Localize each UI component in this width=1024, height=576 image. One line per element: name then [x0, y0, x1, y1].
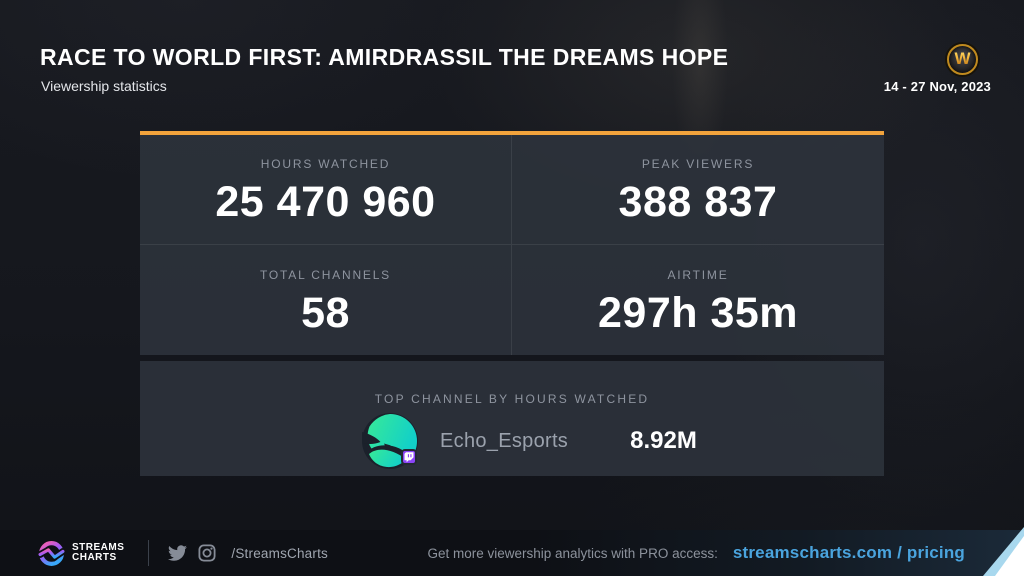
top-channel-row: Echo_Esports 8.92M	[362, 413, 697, 469]
twitch-icon	[401, 449, 417, 465]
streams-charts-logo-icon	[38, 540, 65, 566]
wow-game-icon: W	[947, 44, 978, 75]
stat-hours-watched: HOURS WATCHED 25 470 960	[140, 135, 512, 245]
stat-label: TOTAL CHANNELS	[259, 267, 391, 282]
stat-value: 388 837	[618, 178, 778, 226]
stat-airtime: AIRTIME 297h 35m	[512, 245, 884, 355]
instagram-icon[interactable]	[198, 544, 216, 562]
twitter-icon[interactable]	[168, 545, 188, 561]
stat-total-channels: TOTAL CHANNELS 58	[140, 245, 512, 355]
stats-panel: HOURS WATCHED 25 470 960 PEAK VIEWERS 38…	[140, 131, 884, 355]
stat-value: 297h 35m	[597, 288, 799, 337]
channel-avatar	[362, 413, 418, 469]
footer: STREAMS CHARTS /StreamsCharts Get mor	[0, 530, 1024, 576]
stat-label: PEAK VIEWERS	[641, 157, 755, 171]
corner-wedge-decoration	[983, 527, 1024, 576]
brand-name: STREAMS CHARTS	[72, 541, 125, 564]
pricing-link[interactable]: streamscharts.com / pricing	[732, 543, 965, 562]
pro-access-text: Get more viewership analytics with PRO a…	[427, 545, 718, 561]
date-range: 14 - 27 Nov, 2023	[883, 79, 991, 94]
brand-line2: CHARTS	[72, 552, 117, 563]
footer-divider	[148, 540, 150, 566]
stat-peak-viewers: PEAK VIEWERS 388 837	[512, 135, 884, 245]
page-title: RACE TO WORLD FIRST: AMIRDRASSIL THE DRE…	[40, 44, 729, 70]
footer-promo: Get more viewership analytics with PRO a…	[427, 530, 965, 576]
social-links: /StreamsCharts	[168, 544, 328, 562]
page-subtitle: Viewership statistics	[41, 78, 167, 94]
stat-value: 25 470 960	[215, 178, 436, 226]
channel-hours-watched: 8.92M	[630, 427, 697, 454]
top-channel-card: TOP CHANNEL BY HOURS WATCHED	[140, 361, 884, 476]
stat-label: AIRTIME	[667, 267, 729, 282]
stat-label: HOURS WATCHED	[260, 157, 391, 171]
top-channel-label: TOP CHANNEL BY HOURS WATCHED	[374, 392, 650, 406]
channel-name: Echo_Esports	[440, 429, 569, 452]
echo-esports-avatar	[362, 413, 418, 469]
brand: STREAMS CHARTS	[38, 540, 124, 567]
social-handle[interactable]: /StreamsCharts	[231, 545, 328, 561]
stat-value: 58	[301, 288, 350, 337]
wow-logo-letter: W	[954, 49, 971, 68]
brand-line1: STREAMS	[72, 541, 125, 553]
